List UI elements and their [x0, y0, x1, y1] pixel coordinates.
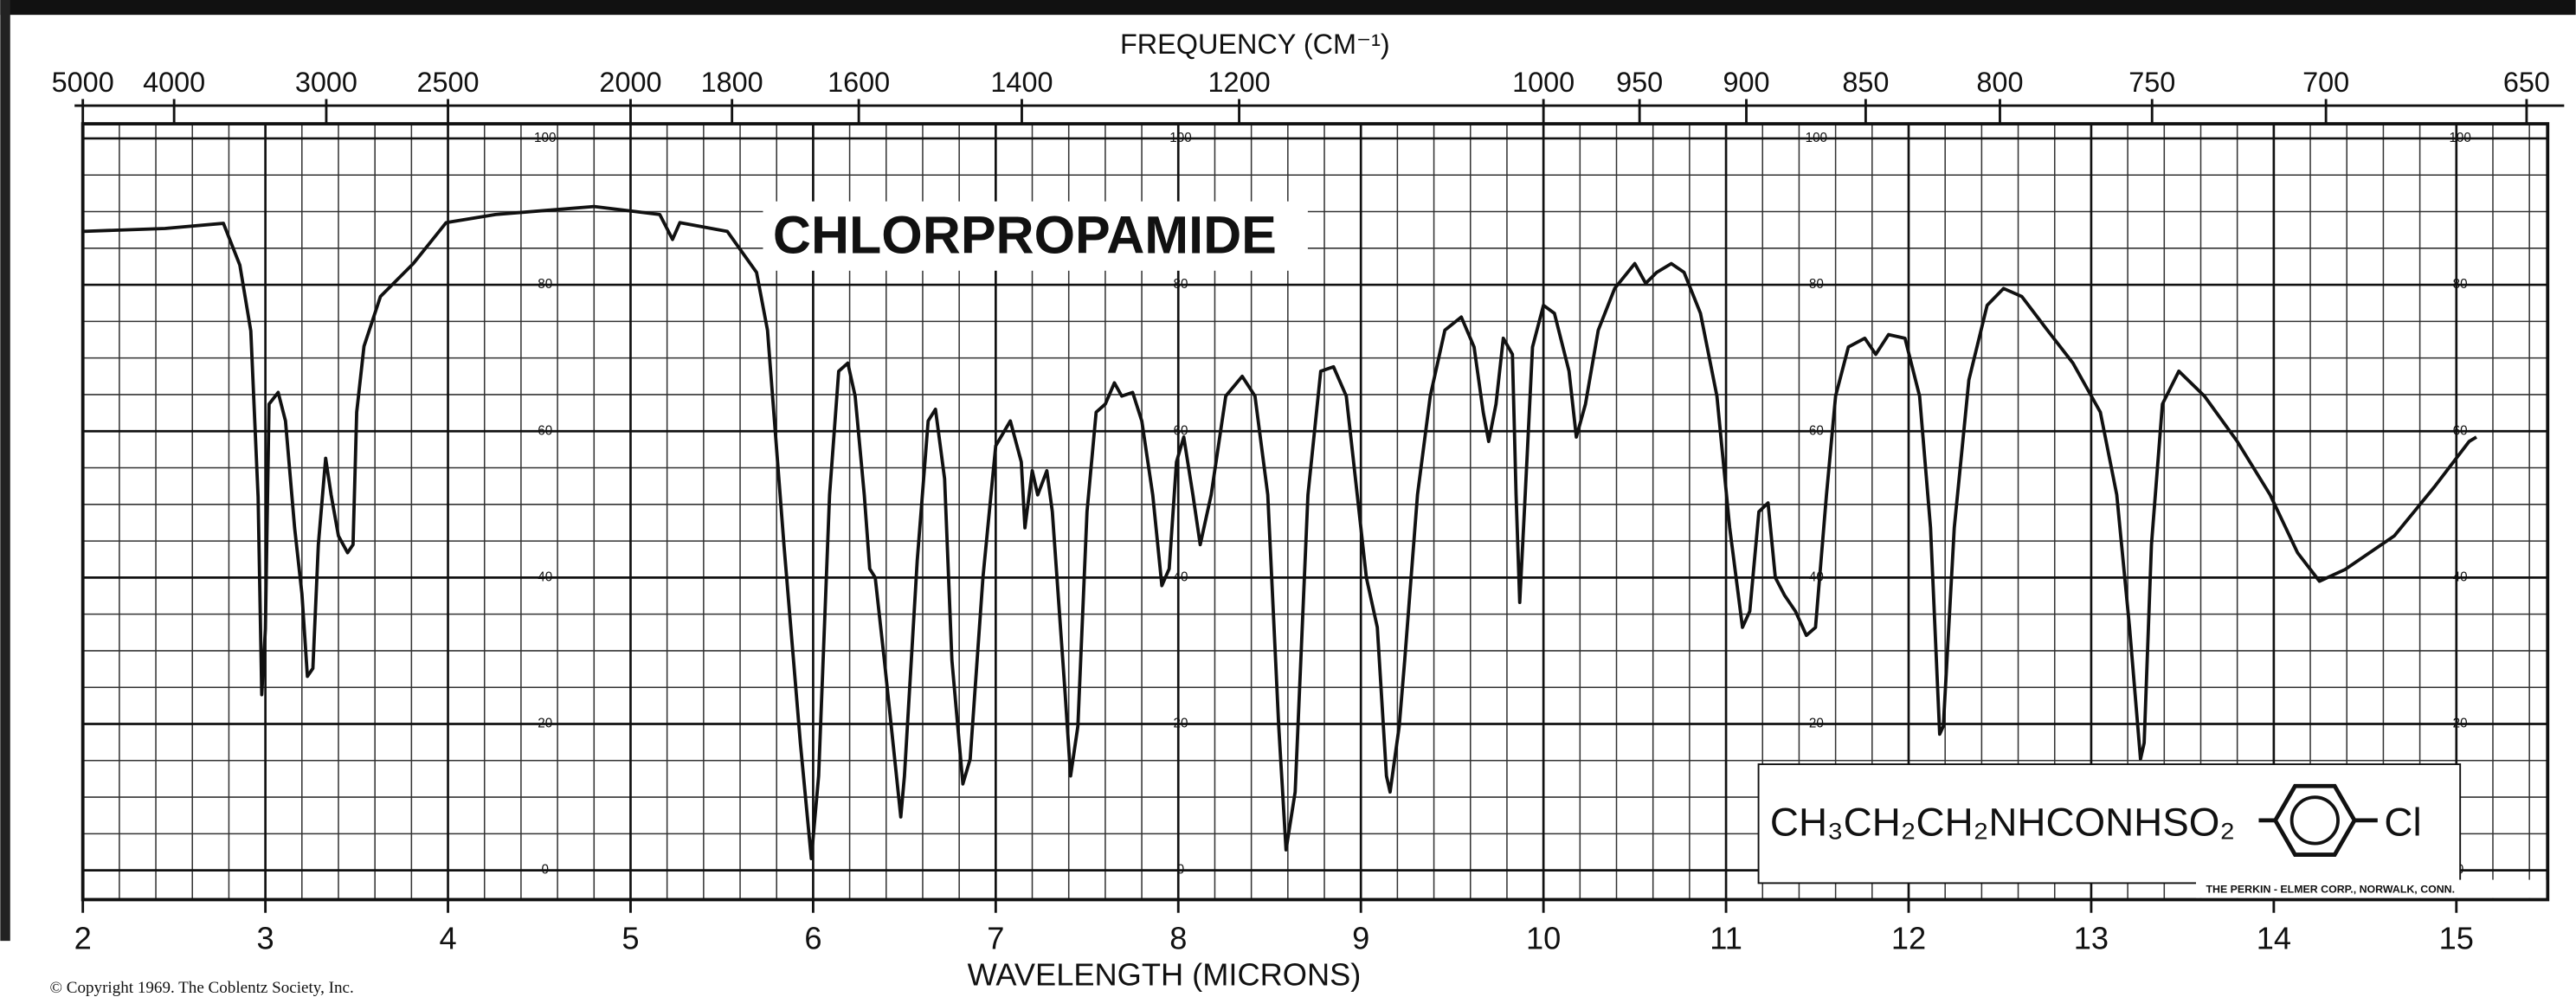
x2-tick-label: 700 — [2302, 67, 2349, 98]
left-strip — [0, 0, 10, 942]
x2-tick-label: 2500 — [416, 67, 479, 98]
chart-title: CHLORPROPAMIDE — [773, 206, 1277, 265]
x2-tick-label: 900 — [1723, 67, 1769, 98]
x-tick-label: 4 — [439, 921, 456, 956]
y-tick-label: 60 — [538, 423, 552, 438]
x2-axis-label: FREQUENCY (CM⁻¹) — [1120, 29, 1390, 60]
x-tick-label: 5 — [621, 921, 639, 956]
x-tick-label: 11 — [1710, 921, 1742, 956]
x2-tick-label: 5000 — [52, 67, 114, 98]
x-tick-label: 8 — [1169, 921, 1187, 956]
copyright: © Copyright 1969. The Coblentz Society, … — [50, 979, 354, 997]
y-tick-label: 100 — [2449, 131, 2470, 145]
x-tick-label: 13 — [2074, 921, 2109, 956]
x-tick-label: 6 — [804, 921, 821, 956]
y-tick-label: 60 — [2453, 423, 2468, 438]
credit-box — [2196, 879, 2547, 898]
x-tick-label: 9 — [1352, 921, 1369, 956]
plot-frame — [80, 122, 2550, 902]
title-box — [763, 201, 1308, 271]
x-tick-label: 10 — [1526, 921, 1561, 956]
y-tick-label: 40 — [1174, 569, 1188, 584]
x2-tick-label: 1600 — [828, 67, 890, 98]
y-tick-label: 100 — [534, 131, 556, 145]
x-tick-label: 2 — [74, 921, 92, 956]
x2-tick-label: 950 — [1616, 67, 1663, 98]
x2-tick-label: 1800 — [701, 67, 763, 98]
substituent: Cl — [2384, 801, 2421, 845]
y-tick-label: 20 — [1809, 717, 1824, 731]
top-bar — [0, 0, 2576, 16]
y-tick-label: 20 — [2453, 717, 2468, 731]
x-tick-label: 3 — [257, 921, 274, 956]
y-tick-label: 80 — [538, 277, 552, 292]
y-tick-label: 80 — [1174, 277, 1188, 292]
y-tick-label: 40 — [2453, 569, 2468, 584]
y-tick-label: 0 — [541, 863, 548, 878]
y-tick-label: 80 — [2453, 277, 2468, 292]
y-tick-label: 20 — [538, 717, 552, 731]
x2-tick-label: 4000 — [143, 67, 205, 98]
x-tick-label: 14 — [2257, 921, 2291, 956]
x-tick-label: 7 — [987, 921, 1004, 956]
x2-tick-label: 2000 — [599, 67, 661, 98]
formula-box — [1757, 763, 2462, 884]
y-tick-label: 80 — [1809, 277, 1824, 292]
y-tick-label: 0 — [1177, 863, 1184, 878]
x2-tick-label: 750 — [2128, 67, 2175, 98]
y-tick-label: 40 — [538, 569, 552, 584]
y-tick-label: 20 — [1174, 717, 1188, 731]
x2-tick-label: 1400 — [990, 67, 1053, 98]
y-tick-label: 60 — [1809, 423, 1824, 438]
x-tick-label: 12 — [1891, 921, 1926, 956]
x2-tick-label: 3000 — [295, 67, 357, 98]
x2-tick-label: 650 — [2503, 67, 2550, 98]
y-tick-label: 60 — [1174, 423, 1188, 438]
x-axis-label: WAVELENGTH (MICRONS) — [968, 957, 1362, 993]
spectrum-line — [82, 204, 2477, 861]
x2-tick-label: 850 — [1842, 67, 1889, 98]
credit: THE PERKIN - ELMER CORP., NORWALK, CONN. — [2206, 883, 2455, 895]
x2-tick-label: 1000 — [1512, 67, 1575, 98]
benzene-circle — [2289, 795, 2340, 846]
y-tick-label: 100 — [1169, 131, 1191, 145]
x-tick-label: 15 — [2439, 921, 2474, 956]
x2-tick-label: 1200 — [1208, 67, 1271, 98]
y-tick-label: 100 — [1806, 131, 1827, 145]
x2-tick-label: 800 — [1976, 67, 2023, 98]
formula: CH₃CH₂CH₂NHCONHSO₂ — [1770, 801, 2235, 845]
